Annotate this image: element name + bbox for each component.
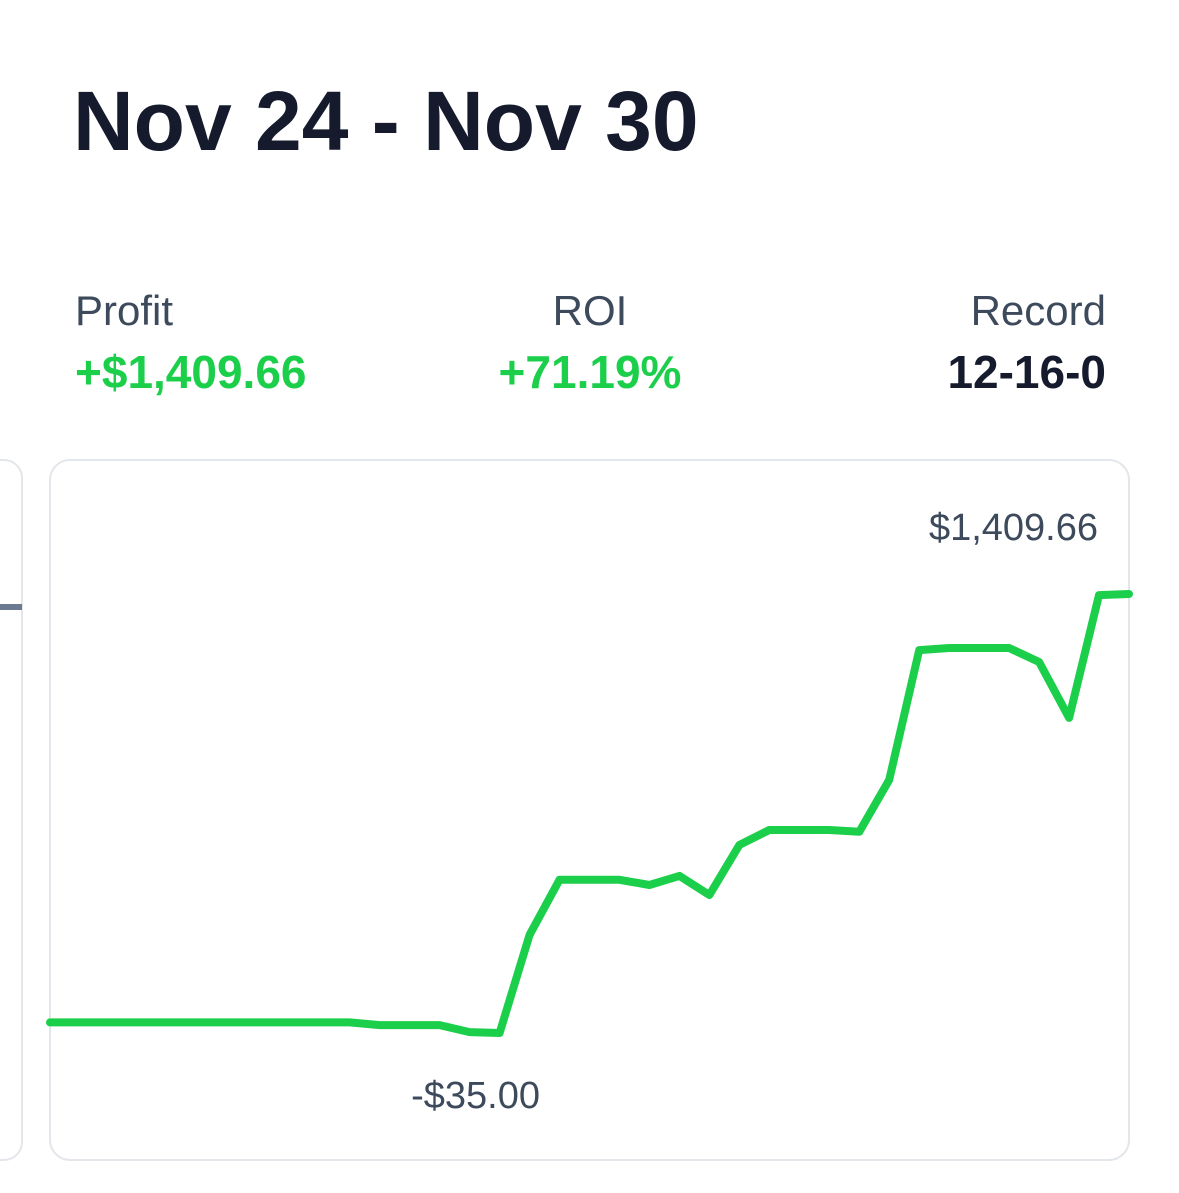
min-label: -$35.00 bbox=[411, 1075, 540, 1117]
chart-card[interactable] bbox=[49, 459, 1130, 1161]
profit-line bbox=[46, 590, 1133, 1037]
stat-value: +71.19% bbox=[499, 346, 682, 398]
chart: $1,409.66 -$35.00 bbox=[46, 507, 1133, 1117]
stat-label: Record bbox=[971, 287, 1106, 334]
prev-card-line bbox=[0, 604, 22, 610]
title: Nov 24 - Nov 30 bbox=[73, 74, 699, 168]
stat-value: +$1,409.66 bbox=[75, 346, 307, 398]
prev-card[interactable] bbox=[0, 459, 23, 1161]
stat-label: Profit bbox=[75, 287, 173, 334]
stat-label: ROI bbox=[553, 287, 628, 334]
max-label: $1,409.66 bbox=[929, 507, 1098, 549]
stat-value: 12-16-0 bbox=[947, 346, 1106, 398]
